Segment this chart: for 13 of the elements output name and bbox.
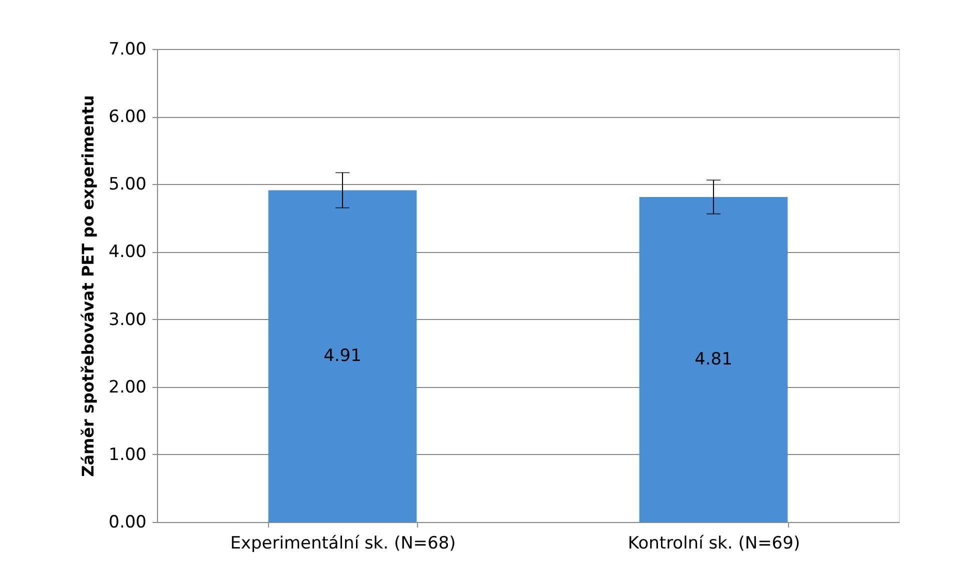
y-tick-label: 4.00 [108,242,146,262]
y-tick-label: 7.00 [108,40,146,60]
y-tick-label: 5.00 [108,174,146,195]
y-tick-label: 1.00 [108,444,146,465]
data-label: 4.81 [694,349,732,370]
y-tick-label: 6.00 [108,107,146,128]
x-tick-label: Kontrolní sk. (N=69) [628,534,800,554]
y-tick-label: 0.00 [108,512,146,532]
x-tick-label: Experimentální sk. (N=68) [230,534,456,554]
y-axis-title: Záměr spotřebovávat PET po experimentu [78,95,98,477]
y-tick-label: 2.00 [108,377,146,398]
y-tick-label: 3.00 [108,310,146,330]
data-label: 4.91 [324,346,362,366]
